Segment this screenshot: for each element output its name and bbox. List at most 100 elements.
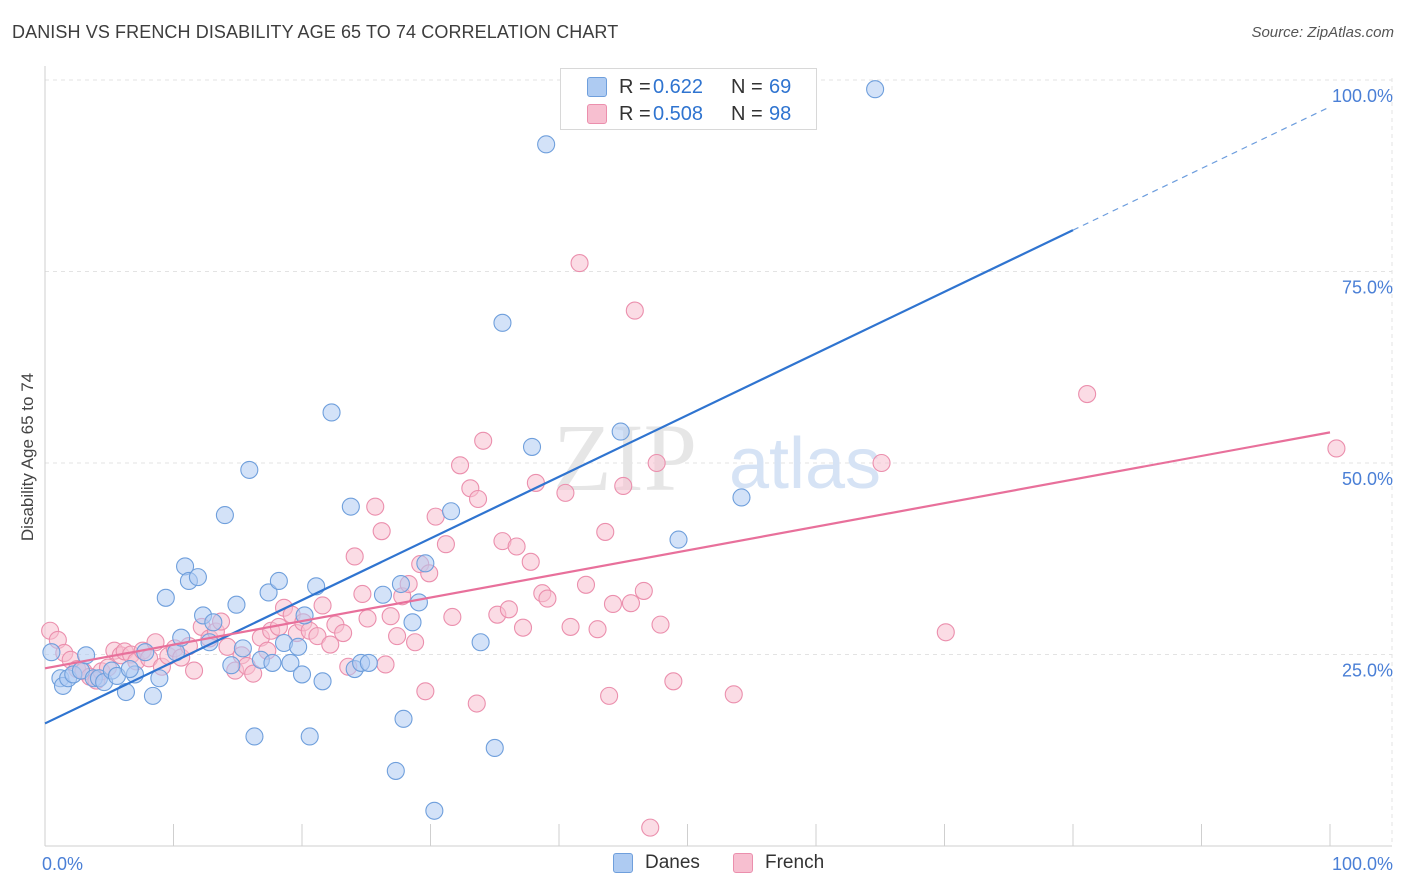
r-label: R = <box>619 102 651 125</box>
french-trend-line <box>44 431 1331 670</box>
danes-point <box>42 643 61 662</box>
french-point <box>1327 439 1346 458</box>
watermark: ZIP atlas <box>553 404 881 511</box>
danes-point <box>289 637 308 656</box>
french-point <box>614 476 633 496</box>
danes-trend-extension <box>1072 106 1331 231</box>
french-point <box>416 682 435 701</box>
x-tick-label-max: 100.0% <box>1332 854 1393 874</box>
french-point <box>634 581 653 600</box>
french-point <box>521 552 540 571</box>
danes-point <box>245 727 264 746</box>
french-point <box>426 507 445 526</box>
french-point <box>376 655 395 674</box>
french-point <box>244 664 263 683</box>
n-value: 98 <box>769 102 792 125</box>
french-point <box>513 618 533 637</box>
stats-row-danes: R = 0.622 N = 69 <box>587 75 791 99</box>
danes-point <box>471 633 490 652</box>
danes-point <box>409 593 428 612</box>
french-point <box>600 686 619 705</box>
tick-labels: 25.0% 50.0% 75.0% 100.0% 0.0% 100.0% <box>42 86 1393 874</box>
danes-point <box>300 727 319 746</box>
danes-point <box>263 653 282 672</box>
danes-points <box>42 70 885 820</box>
danes-point <box>120 660 139 679</box>
french-swatch <box>733 853 753 873</box>
french-point <box>353 584 372 604</box>
french-point <box>651 615 670 634</box>
legend-label-french: French <box>765 852 825 873</box>
french-points <box>41 254 1346 837</box>
french-point <box>664 672 683 691</box>
french-point <box>621 594 641 613</box>
french-point <box>443 607 462 627</box>
x-tick-label-min: 0.0% <box>42 854 83 874</box>
danes-point <box>485 738 504 758</box>
danes-point <box>359 653 378 672</box>
danes-point <box>188 568 207 587</box>
r-value: 0.622 <box>653 75 704 98</box>
danes-point <box>204 613 223 632</box>
y-tick-label: 100.0% <box>1332 86 1393 106</box>
french-point <box>321 635 340 654</box>
french-point <box>556 483 575 502</box>
french-point <box>185 661 204 680</box>
y-tick-label: 25.0% <box>1342 661 1393 681</box>
danes-point <box>322 403 341 422</box>
danes-point <box>227 595 246 614</box>
danes-swatch <box>613 853 633 873</box>
danes-point <box>240 460 259 479</box>
danes-trend-line <box>44 229 1074 725</box>
danes-point <box>215 506 234 525</box>
french-point <box>334 624 353 643</box>
legend-label-danes: Danes <box>645 852 700 873</box>
watermark-atlas: atlas <box>729 424 881 504</box>
danes-point <box>669 530 688 549</box>
french-point <box>596 522 615 541</box>
axes <box>44 66 1392 847</box>
french-point <box>588 620 607 639</box>
danes-point <box>269 571 288 591</box>
danes-point <box>313 672 332 691</box>
french-point <box>507 537 526 556</box>
n-label: N = <box>731 102 763 125</box>
french-point <box>625 301 644 320</box>
danes-point <box>292 665 312 684</box>
french-point <box>538 589 557 608</box>
legend-item-french[interactable]: French <box>733 852 824 874</box>
danes-swatch <box>587 77 607 97</box>
danes-point <box>259 583 278 602</box>
y-tick-label: 75.0% <box>1342 278 1393 298</box>
french-point <box>313 596 332 615</box>
french-point <box>561 617 580 636</box>
trend-lines <box>44 106 1331 725</box>
r-label: R = <box>619 75 651 98</box>
danes-point <box>394 709 413 728</box>
danes-point <box>403 613 422 632</box>
legend-item-danes[interactable]: Danes <box>613 852 700 874</box>
danes-point <box>866 80 885 99</box>
danes-point <box>386 761 405 780</box>
french-point <box>641 818 660 837</box>
stats-row-french: R = 0.508 N = 98 <box>587 102 791 126</box>
n-label: N = <box>731 75 763 98</box>
danes-point <box>611 422 630 441</box>
french-point <box>358 609 377 628</box>
y-tick-label: 50.0% <box>1342 469 1393 489</box>
french-point <box>345 547 364 566</box>
french-point <box>872 453 891 473</box>
french-point <box>499 600 518 619</box>
danes-point <box>233 639 252 658</box>
danes-point <box>156 588 175 607</box>
french-point <box>474 431 493 450</box>
danes-point <box>136 643 155 662</box>
french-point <box>388 627 407 646</box>
danes-point <box>493 313 512 332</box>
french-point <box>372 522 391 541</box>
danes-point <box>222 656 241 675</box>
danes-point <box>522 437 542 456</box>
danes-point <box>281 653 300 672</box>
french-point <box>381 607 400 626</box>
